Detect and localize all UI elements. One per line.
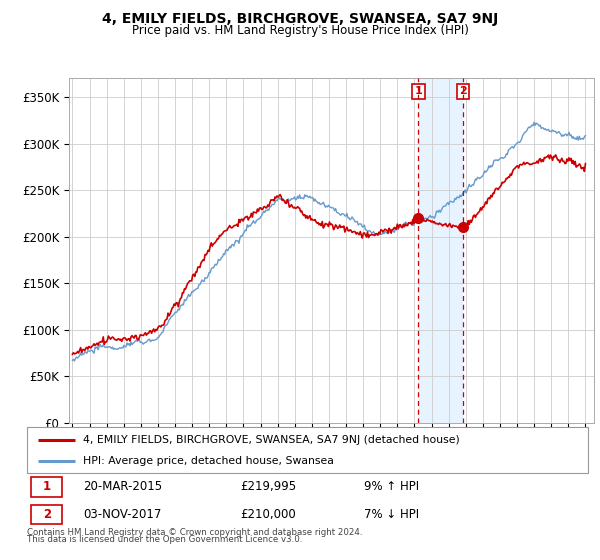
Text: 1: 1 [415,86,422,96]
Text: £219,995: £219,995 [240,480,296,493]
Text: Price paid vs. HM Land Registry's House Price Index (HPI): Price paid vs. HM Land Registry's House … [131,24,469,36]
Text: Contains HM Land Registry data © Crown copyright and database right 2024.: Contains HM Land Registry data © Crown c… [27,528,362,536]
Text: 2: 2 [43,508,51,521]
Text: 4, EMILY FIELDS, BIRCHGROVE, SWANSEA, SA7 9NJ: 4, EMILY FIELDS, BIRCHGROVE, SWANSEA, SA… [102,12,498,26]
Text: 2: 2 [459,86,467,96]
FancyBboxPatch shape [27,427,588,473]
FancyBboxPatch shape [31,505,62,524]
Text: 4, EMILY FIELDS, BIRCHGROVE, SWANSEA, SA7 9NJ (detached house): 4, EMILY FIELDS, BIRCHGROVE, SWANSEA, SA… [83,435,460,445]
Text: 7% ↓ HPI: 7% ↓ HPI [364,508,419,521]
FancyBboxPatch shape [31,477,62,497]
Text: £210,000: £210,000 [240,508,296,521]
Text: HPI: Average price, detached house, Swansea: HPI: Average price, detached house, Swan… [83,456,334,466]
Text: 1: 1 [43,480,51,493]
Text: This data is licensed under the Open Government Licence v3.0.: This data is licensed under the Open Gov… [27,535,302,544]
Text: 9% ↑ HPI: 9% ↑ HPI [364,480,419,493]
Text: 03-NOV-2017: 03-NOV-2017 [83,508,161,521]
Text: 20-MAR-2015: 20-MAR-2015 [83,480,162,493]
